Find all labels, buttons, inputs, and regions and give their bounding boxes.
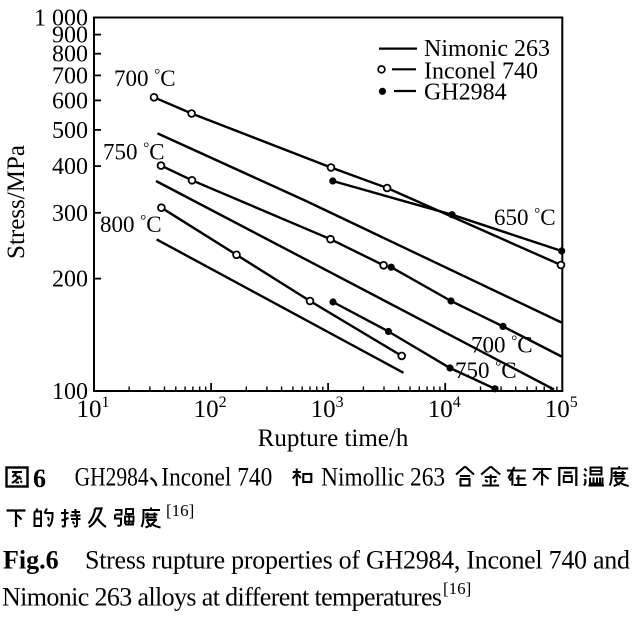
svg-text:102: 102 [194, 394, 227, 423]
svg-text:800: 800 [52, 42, 88, 68]
svg-text:600: 600 [52, 88, 88, 114]
svg-text:Inconel 740: Inconel 740 [161, 463, 272, 492]
svg-text:800 °C: 800 °C [100, 212, 162, 237]
svg-text:700: 700 [52, 63, 88, 89]
svg-text:105: 105 [545, 394, 578, 423]
svg-text:Nimollic 263: Nimollic 263 [321, 463, 445, 492]
svg-text:650 °C: 650 °C [494, 205, 556, 230]
svg-text:300: 300 [52, 201, 88, 227]
svg-text:Rupture time/h: Rupture time/h [258, 425, 409, 452]
svg-text:700 °C: 700 °C [114, 66, 176, 91]
svg-text:GH2984: GH2984 [75, 463, 149, 492]
svg-text:Inconel 740: Inconel 740 [424, 58, 538, 84]
svg-text:100: 100 [52, 379, 88, 405]
svg-text:103: 103 [311, 394, 344, 423]
svg-text:200: 200 [52, 267, 88, 293]
svg-text:900: 900 [52, 23, 88, 49]
svg-text:Fig.6: Fig.6 [3, 546, 59, 575]
svg-text:500: 500 [52, 118, 88, 144]
svg-text:Stress/MPa: Stress/MPa [3, 145, 30, 259]
svg-text:[16]: [16] [443, 579, 471, 598]
svg-text:GH2984: GH2984 [424, 80, 507, 106]
svg-text:700 °C: 700 °C [471, 333, 533, 358]
svg-text:750 °C: 750 °C [103, 139, 165, 164]
svg-text:Stress rupture properties of G: Stress rupture properties of GH2984, Inc… [85, 546, 630, 575]
svg-text:101: 101 [77, 394, 110, 423]
svg-text:104: 104 [428, 394, 461, 423]
svg-text:400: 400 [52, 154, 88, 180]
svg-text:6: 6 [33, 464, 46, 493]
svg-text:[16]: [16] [166, 501, 194, 520]
svg-text:1 000: 1 000 [34, 6, 88, 32]
svg-text:750 °C: 750 °C [455, 358, 517, 383]
svg-text:Nimonic 263 alloys at differen: Nimonic 263 alloys at different temperat… [2, 583, 442, 612]
svg-text:Nimonic 263: Nimonic 263 [424, 36, 550, 62]
